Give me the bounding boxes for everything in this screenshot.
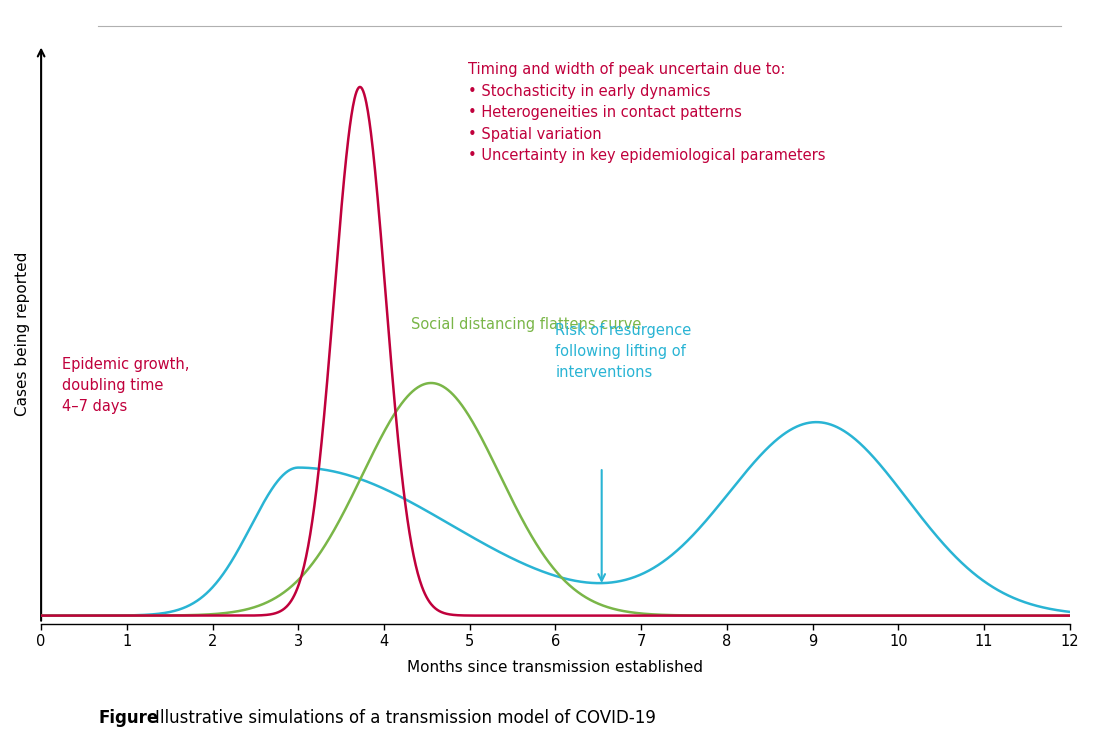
Text: Figure: Figure — [98, 709, 159, 727]
Text: Social distancing flattens curve: Social distancing flattens curve — [411, 317, 642, 332]
Text: Timing and width of peak uncertain due to:
• Stochasticity in early dynamics
• H: Timing and width of peak uncertain due t… — [468, 62, 826, 163]
Text: Illustrative simulations of a transmission model of COVID-19: Illustrative simulations of a transmissi… — [155, 709, 656, 727]
Y-axis label: Cases being reported: Cases being reported — [15, 252, 30, 416]
Text: Epidemic growth,
doubling time
4–7 days: Epidemic growth, doubling time 4–7 days — [61, 357, 189, 414]
Text: Risk of resurgence
following lifting of
interventions: Risk of resurgence following lifting of … — [556, 323, 691, 379]
X-axis label: Months since transmission established: Months since transmission established — [407, 660, 703, 675]
